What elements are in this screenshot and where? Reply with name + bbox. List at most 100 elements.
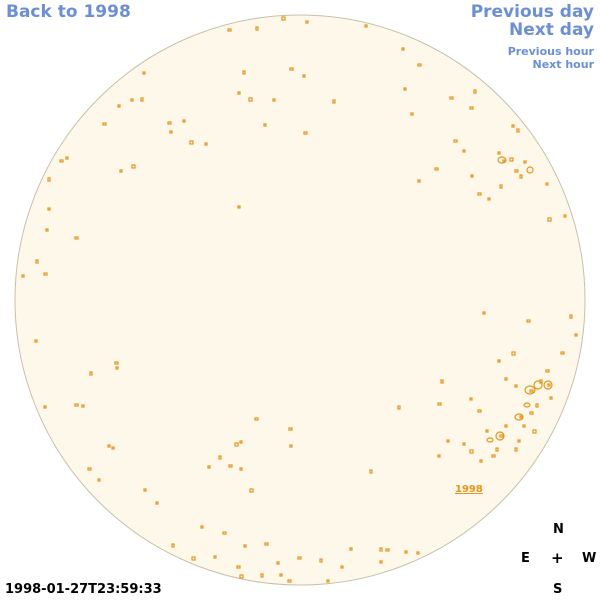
contour-speck: [264, 542, 269, 546]
previous-hour-link[interactable]: Previous hour: [507, 45, 594, 58]
contour-speck: [526, 319, 531, 323]
contour-speck: [107, 444, 111, 448]
contour-loop: [495, 431, 505, 441]
contour-speck: [522, 424, 526, 428]
contour-speck: [59, 159, 64, 163]
solar-disk: [14, 14, 586, 586]
contour-speck: [234, 442, 239, 447]
contour-speck: [288, 427, 293, 431]
contour-speck: [47, 207, 51, 211]
contour-speck: [263, 123, 267, 127]
previous-day-link[interactable]: Previous day: [470, 2, 594, 22]
next-day-link[interactable]: Next day: [509, 20, 594, 40]
back-to-year-link[interactable]: Back to 1998: [6, 2, 131, 22]
contour-speck: [218, 455, 222, 460]
contour-speck: [504, 377, 508, 381]
contour-speck: [545, 369, 550, 373]
contour-speck: [326, 579, 330, 583]
magnetic-contours: [21, 16, 578, 583]
contour-speck: [523, 160, 527, 164]
contour-speck: [569, 314, 573, 319]
year-label-link[interactable]: 1998: [455, 484, 483, 495]
contour-speck: [369, 469, 373, 474]
contour-speck: [397, 405, 401, 410]
contour-speck: [167, 121, 172, 125]
contour-speck: [111, 446, 115, 450]
contour-speck: [21, 274, 25, 278]
contour-speck: [228, 464, 233, 468]
contour-loop: [524, 385, 536, 395]
contour-speck: [417, 179, 421, 183]
contour-speck: [446, 439, 450, 443]
contour-speck: [102, 122, 107, 126]
contour-speck: [255, 26, 259, 31]
contour-speck: [222, 531, 227, 535]
contour-speck: [171, 543, 175, 548]
contour-speck: [43, 405, 47, 409]
contour-speck: [182, 119, 186, 123]
contour-speck: [547, 217, 552, 222]
compass-north: N: [553, 522, 564, 537]
contour-speck: [239, 467, 243, 471]
contour-speck: [303, 131, 308, 135]
contour-speck: [236, 565, 241, 569]
contour-speck: [401, 47, 405, 51]
compass-west: W: [582, 551, 597, 566]
contour-speck: [115, 366, 119, 370]
contour-speck: [305, 20, 309, 24]
contour-speck: [142, 71, 146, 75]
contour-speck: [74, 403, 79, 407]
contour-speck: [131, 164, 136, 169]
contour-speck: [239, 574, 244, 579]
contour-speck: [302, 74, 306, 78]
compass-east: E: [521, 551, 530, 566]
contour-speck: [340, 565, 344, 569]
contour-speck: [276, 561, 280, 565]
contour-speck: [65, 156, 69, 160]
contour-speck: [155, 501, 159, 505]
next-hour-link[interactable]: Next hour: [532, 58, 595, 71]
contour-speck: [130, 98, 134, 102]
contour-speck: [545, 182, 549, 186]
contour-speck: [479, 459, 483, 463]
contour-speck: [349, 547, 353, 551]
contour-speck: [204, 142, 208, 146]
contour-speck: [97, 478, 101, 482]
contour-loop: [523, 402, 531, 408]
contour-speck: [416, 551, 420, 555]
contour-speck: [462, 442, 466, 446]
contour-speck: [114, 361, 119, 365]
contour-loop: [543, 380, 553, 390]
contour-speck: [239, 440, 243, 444]
contour-speck: [511, 124, 515, 128]
contour-speck: [511, 351, 516, 356]
contour-speck: [404, 550, 408, 554]
contour-speck: [43, 272, 48, 276]
contour-speck: [119, 169, 123, 173]
contour-speck: [535, 403, 539, 408]
contour-speck: [462, 149, 466, 153]
contour-speck: [81, 404, 85, 408]
contour-speck: [449, 96, 454, 100]
compass-south: S: [553, 582, 563, 597]
contour-speck: [45, 228, 49, 232]
contour-speck: [574, 333, 578, 337]
contour-speck: [243, 544, 247, 548]
contour-speck: [504, 424, 508, 428]
contour-speck: [485, 429, 489, 433]
contour-speck: [319, 558, 323, 563]
contour-speck: [364, 24, 368, 28]
contour-speck: [529, 389, 534, 393]
contour-speck: [529, 411, 534, 415]
contour-speck: [89, 371, 93, 376]
contour-speck: [297, 556, 302, 560]
contour-speck: [497, 359, 501, 363]
contour-speck: [491, 454, 496, 458]
contour-speck: [502, 159, 506, 163]
compass-center: +: [551, 549, 564, 567]
contour-speck: [34, 339, 38, 343]
contour-speck: [514, 169, 519, 173]
contour-speck: [437, 402, 442, 406]
timestamp: 1998-01-27T23:59:33: [5, 582, 162, 597]
contour-loop: [497, 156, 507, 164]
